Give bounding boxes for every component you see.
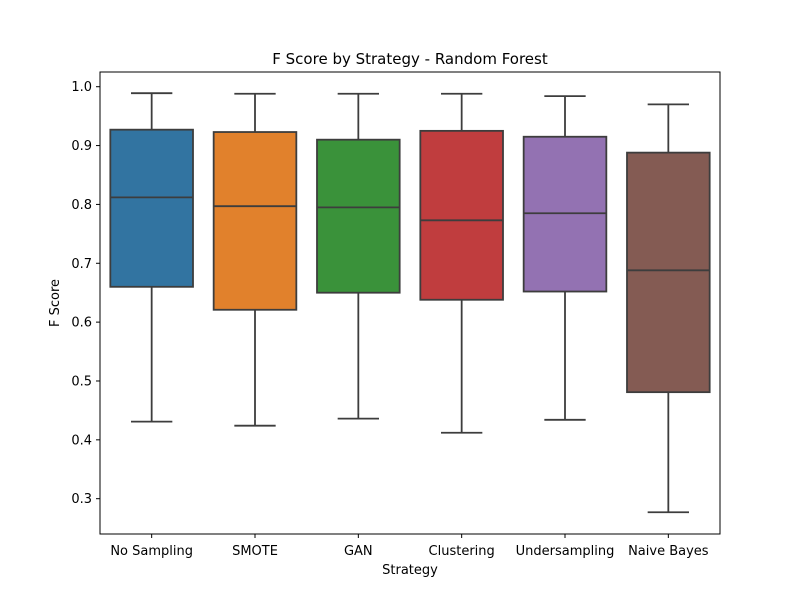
y-axis-label: F Score [48, 279, 63, 327]
x-tick-label: No Sampling [110, 544, 193, 559]
chart-title: F Score by Strategy - Random Forest [272, 50, 548, 68]
iqr-box [212, 131, 298, 311]
y-tick-label: 0.8 [71, 198, 92, 213]
box-clustering [419, 92, 504, 434]
x-tick-label: GAN [344, 544, 373, 559]
iqr-box [626, 151, 711, 394]
x-axis-label: Strategy [382, 563, 438, 578]
box-undersampling [522, 95, 608, 421]
boxes-layer [109, 92, 711, 514]
x-axis: No Sampling SMOTE GAN Clustering Undersampli… [110, 534, 709, 559]
box-naive-bayes [626, 103, 711, 514]
x-tick-label: SMOTE [232, 544, 278, 559]
y-tick-label: 0.6 [71, 316, 92, 331]
iqr-box [316, 138, 401, 294]
y-tick-label: 0.3 [71, 492, 92, 507]
x-tick-label: Naive Bayes [628, 544, 709, 559]
box-smote [212, 92, 298, 427]
y-axis: 0.3 0.4 0.5 0.6 0.7 0.8 0.9 1.0 [71, 80, 100, 507]
y-tick-label: 1.0 [71, 80, 92, 95]
iqr-box [419, 129, 504, 301]
box-gan [316, 92, 401, 420]
x-tick-label: Clustering [429, 544, 495, 559]
plot-area-frame [99, 71, 721, 535]
y-tick-label: 0.9 [71, 139, 92, 154]
y-tick-label: 0.7 [71, 257, 92, 272]
box-no-sampling [109, 92, 194, 423]
y-tick-label: 0.4 [71, 433, 92, 448]
iqr-box [109, 128, 194, 288]
x-tick-label: Undersampling [516, 544, 615, 559]
y-tick-label: 0.5 [71, 374, 92, 389]
